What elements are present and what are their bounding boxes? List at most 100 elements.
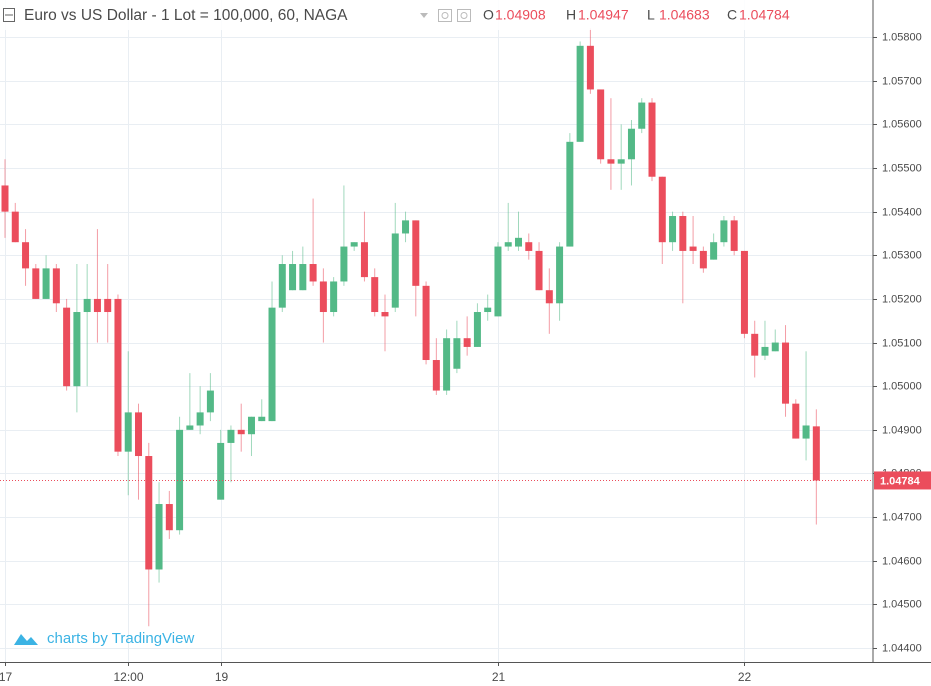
candle-body [751, 333, 759, 356]
candle-body [494, 246, 502, 317]
candle-body [258, 416, 266, 422]
candle-body [535, 250, 543, 291]
candle-body [309, 264, 317, 282]
y-tick-label: 1.04700 [882, 511, 922, 523]
candle-body [607, 159, 615, 164]
candle-body [740, 250, 748, 334]
candle-body [761, 346, 769, 356]
candle-body [586, 45, 594, 90]
candle-body [484, 307, 492, 313]
candle-body [782, 342, 790, 404]
candle-body [432, 360, 440, 391]
candle-body [525, 242, 533, 251]
candle-body [83, 298, 91, 313]
y-tick-label: 1.05500 [882, 162, 922, 174]
candle-body [165, 504, 173, 531]
last-price-tag [874, 471, 931, 490]
candle-body [155, 504, 163, 570]
x-tick-label: 19 [215, 670, 229, 684]
candle-body [176, 429, 184, 531]
candle-body [196, 412, 204, 426]
candle-body [124, 412, 132, 452]
y-tick-label: 1.05000 [882, 380, 922, 392]
candle-body [330, 281, 338, 313]
candle-body [699, 250, 707, 269]
x-tick-label: 17 [0, 670, 12, 684]
eye-icon[interactable] [438, 9, 452, 22]
collapse-icon[interactable] [3, 8, 15, 22]
candle-body [104, 298, 112, 313]
candle-body [247, 416, 255, 435]
candle-body [217, 442, 225, 500]
candle-body [268, 307, 276, 422]
candle-body [504, 242, 512, 247]
watermark-text: charts by TradingView [47, 630, 194, 647]
candle-body [792, 403, 800, 439]
y-tick-label: 1.05700 [882, 75, 922, 87]
candle-body [422, 285, 430, 361]
y-tick-label: 1.05100 [882, 337, 922, 349]
candle-body [1, 185, 9, 212]
candle-body [319, 281, 327, 313]
candle-body [237, 429, 245, 435]
candle-body [227, 429, 235, 443]
axis-layer: 1.044001.045001.046001.047001.048001.049… [0, 31, 931, 684]
x-tick-label: 22 [738, 670, 752, 684]
candle-body [402, 220, 410, 234]
candle-body [22, 242, 30, 269]
grid-layer [0, 0, 873, 662]
candle-body [186, 425, 194, 430]
dropdown-icon[interactable] [420, 13, 428, 18]
candle-body [360, 242, 368, 278]
y-tick-label: 1.05600 [882, 118, 922, 130]
candle-body [93, 298, 101, 313]
settings-icon-gear [460, 12, 468, 19]
candle-body [63, 307, 71, 387]
candle-body [463, 338, 471, 347]
candle-body [638, 102, 646, 129]
candle-body [135, 412, 143, 457]
candle-body [617, 159, 625, 164]
candle-body [669, 216, 677, 243]
candle-body [453, 338, 461, 369]
legend-key: C [727, 7, 737, 23]
legend-value: 1.04784 [739, 7, 790, 23]
candle-body [412, 220, 420, 286]
candle-body [11, 211, 19, 243]
candle-body [391, 233, 399, 308]
candle-body [771, 342, 779, 352]
y-tick-label: 1.05300 [882, 249, 922, 261]
settings-icon[interactable] [457, 9, 471, 22]
candle-body [206, 390, 214, 413]
candle-body [597, 89, 605, 160]
candle-body [689, 246, 697, 251]
candle-body [648, 102, 656, 177]
last-price-label: 1.04784 [880, 475, 921, 487]
candle-body [299, 264, 307, 291]
candle-body [340, 246, 348, 282]
candle-body [802, 425, 810, 439]
candle-body [473, 312, 481, 347]
y-tick-label: 1.04400 [882, 642, 922, 654]
candle-body [381, 312, 389, 317]
watermark-logo [14, 634, 38, 645]
y-tick-label: 1.04900 [882, 424, 922, 436]
candle-body [350, 242, 358, 247]
candle-body [720, 220, 728, 243]
legend-key: L [647, 7, 655, 23]
candle-body [289, 264, 297, 291]
candle-body [627, 128, 635, 160]
candle-body [658, 176, 666, 243]
legend-key: O [483, 7, 494, 23]
candle-body [443, 338, 451, 391]
legend-key: H [566, 7, 576, 23]
x-tick-label: 21 [492, 670, 506, 684]
candle-body [710, 242, 718, 260]
y-tick-label: 1.05200 [882, 293, 922, 305]
y-tick-label: 1.05800 [882, 31, 922, 43]
candle-body [515, 237, 522, 247]
ohlc-legend: O 1.04908 H 1.04947 L 1.04683 C 1.04784 [483, 7, 790, 23]
y-tick-label: 1.05400 [882, 206, 922, 218]
candle-body [545, 290, 553, 304]
